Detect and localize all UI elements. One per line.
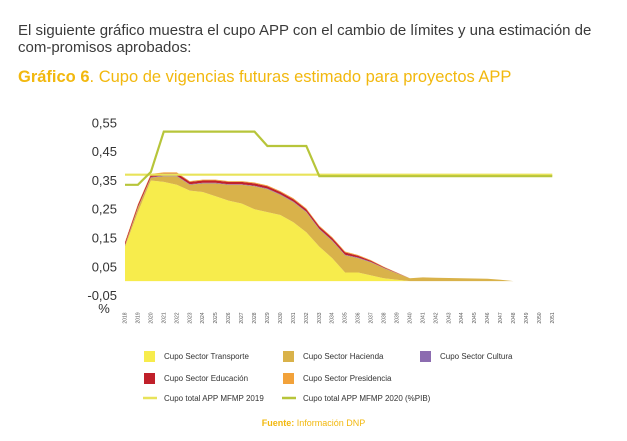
x-tick-label: 2031 — [291, 312, 297, 323]
legend-label: Cupo Sector Hacienda — [303, 352, 384, 361]
legend-label: Cupo total APP MFMP 2019 — [164, 394, 264, 403]
source-label: Fuente: — [261, 418, 295, 428]
y-axis-label: % — [98, 301, 110, 316]
source-text: Información DNP — [294, 418, 366, 428]
y-tick-label: 0,05 — [92, 259, 117, 274]
x-tick-label: 2044 — [459, 312, 465, 323]
legend-label: Cupo Sector Cultura — [440, 352, 513, 361]
x-tick-label: 2022 — [174, 312, 180, 323]
x-tick-label: 2018 — [123, 312, 129, 323]
x-tick-label: 2025 — [213, 312, 219, 323]
x-tick-label: 2047 — [498, 312, 504, 323]
x-tick-label: 2032 — [304, 312, 310, 323]
x-tick-label: 2021 — [161, 312, 167, 323]
x-tick-label: 2029 — [265, 312, 271, 323]
x-tick-label: 2028 — [252, 312, 258, 323]
x-tick-label: 2033 — [317, 312, 323, 323]
x-tick-label: 2038 — [382, 312, 388, 323]
legend-swatch — [283, 351, 294, 362]
legend-swatch — [420, 351, 431, 362]
x-tick-label: 2024 — [200, 312, 206, 323]
x-tick-label: 2041 — [420, 312, 426, 323]
y-tick-label: 0,35 — [92, 173, 117, 188]
chart-plot — [125, 130, 553, 282]
line-series-2 — [125, 130, 553, 186]
x-tick-label: 2043 — [446, 312, 452, 323]
area-series-1 — [125, 180, 553, 282]
area-series-2 — [125, 176, 553, 282]
legend: Cupo Sector Transporte Cupo Sector Hacien… — [143, 351, 513, 403]
chart-title: Gráfico 6. Cupo de vigencias futuras est… — [18, 68, 511, 87]
x-tick-label: 2027 — [239, 312, 245, 323]
x-tick-label: 2023 — [187, 312, 193, 323]
x-tick-label: 2045 — [472, 312, 478, 323]
y-tick-label: 0,55 — [92, 116, 117, 131]
x-tick-label: 2050 — [537, 312, 543, 323]
x-tick-label: 2048 — [511, 312, 517, 323]
y-tick-label: 0,25 — [92, 202, 117, 217]
y-tick-label: 0,15 — [92, 231, 117, 246]
x-tick-label: 2049 — [524, 312, 530, 323]
x-tick-label: 2034 — [330, 312, 336, 323]
x-tick-label: 2020 — [148, 312, 154, 323]
legend-label: Cupo total APP MFMP 2020 (%PIB) — [303, 394, 431, 403]
x-tick-label: 2036 — [356, 312, 362, 323]
x-tick-label: 2051 — [550, 312, 556, 323]
x-tick-label: 2030 — [278, 312, 284, 323]
legend-swatch — [144, 351, 155, 362]
x-tick-label: 2026 — [226, 312, 232, 323]
legend-label: Cupo Sector Transporte — [164, 352, 249, 361]
legend-swatch — [144, 373, 155, 384]
chart-title-text: . Cupo de vigencias futuras estimado par… — [89, 68, 512, 86]
y-tick-label: 0,45 — [92, 144, 117, 159]
legend-label: Cupo Sector Presidencia — [303, 374, 392, 383]
x-tick-label: 2039 — [394, 312, 400, 323]
x-tick-label: 2035 — [343, 312, 349, 323]
intro-paragraph: El siguiente gráfico muestra el cupo APP… — [18, 22, 592, 56]
source-note: Fuente: Información DNP — [0, 418, 627, 428]
x-tick-label: 2042 — [433, 312, 439, 323]
legend-label: Cupo Sector Educación — [164, 374, 248, 383]
chart-title-label: Gráfico 6 — [18, 68, 90, 86]
legend-swatch — [283, 373, 294, 384]
x-tick-label: 2040 — [407, 312, 413, 323]
x-tick-label: 2019 — [135, 312, 141, 323]
y-axis: -0,05 0,05 0,15 0,25 0,35 0,45 0,55 — [87, 116, 117, 304]
x-axis: 2018 2019 2020 2021 2022 2023 2024 2025 2026 2027… — [123, 312, 556, 323]
x-tick-label: 2037 — [369, 312, 375, 323]
x-tick-label: 2046 — [485, 312, 491, 323]
y-tick-label: -0,05 — [87, 288, 117, 303]
